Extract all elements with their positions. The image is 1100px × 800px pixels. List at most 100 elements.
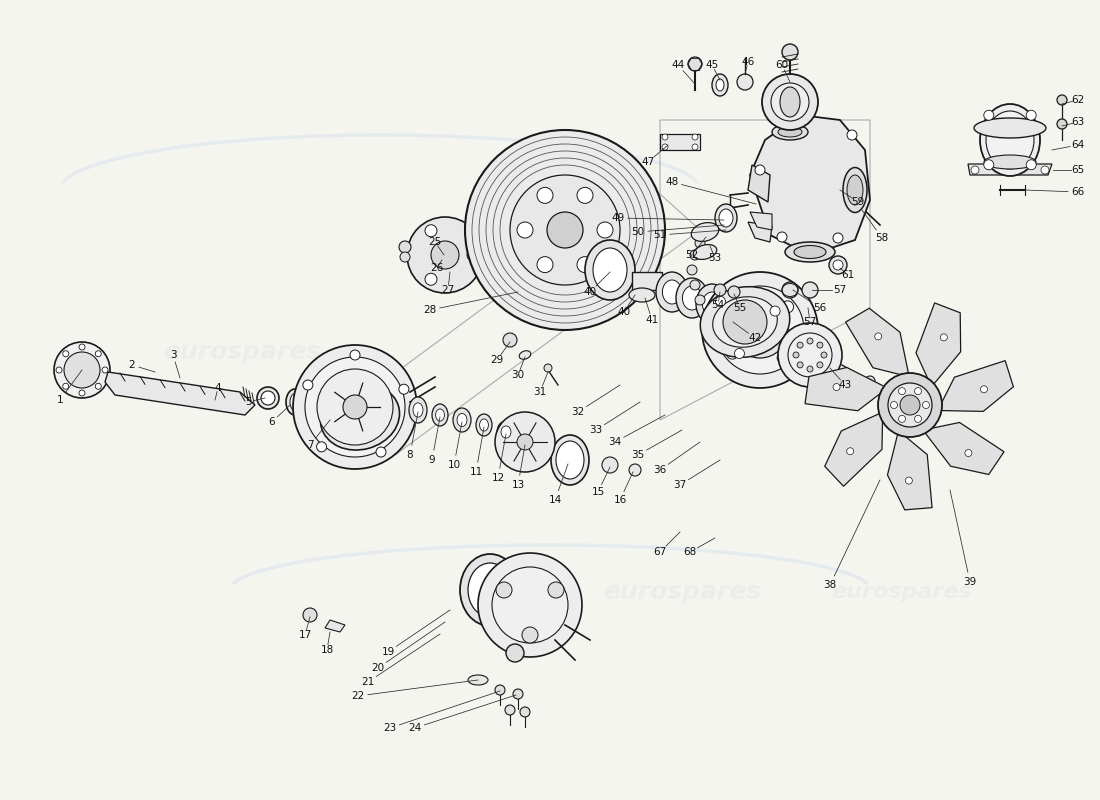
Circle shape xyxy=(602,457,618,473)
Circle shape xyxy=(317,442,327,452)
Circle shape xyxy=(771,83,808,121)
Ellipse shape xyxy=(593,248,627,292)
Ellipse shape xyxy=(261,391,275,405)
Ellipse shape xyxy=(712,74,728,96)
Circle shape xyxy=(506,644,524,662)
Circle shape xyxy=(914,415,922,422)
Text: 57: 57 xyxy=(834,285,847,295)
Circle shape xyxy=(503,333,517,347)
Circle shape xyxy=(817,342,823,348)
Circle shape xyxy=(465,130,666,330)
Circle shape xyxy=(302,608,317,622)
Ellipse shape xyxy=(519,350,531,359)
Ellipse shape xyxy=(468,675,488,685)
Circle shape xyxy=(54,342,110,398)
Bar xyxy=(632,272,662,290)
Circle shape xyxy=(688,57,702,71)
Text: 12: 12 xyxy=(492,473,505,483)
Ellipse shape xyxy=(713,297,778,347)
Polygon shape xyxy=(825,414,882,486)
Circle shape xyxy=(522,627,538,643)
Ellipse shape xyxy=(701,286,790,358)
Text: 49: 49 xyxy=(612,213,625,223)
Text: 47: 47 xyxy=(641,157,654,167)
Ellipse shape xyxy=(716,79,724,91)
Circle shape xyxy=(302,380,312,390)
Text: 43: 43 xyxy=(838,380,851,390)
Circle shape xyxy=(468,249,478,261)
Text: 22: 22 xyxy=(351,691,364,701)
Circle shape xyxy=(778,323,842,387)
Circle shape xyxy=(833,233,843,243)
Text: 54: 54 xyxy=(712,300,725,310)
Circle shape xyxy=(407,217,483,293)
Circle shape xyxy=(833,383,840,390)
Text: 53: 53 xyxy=(708,253,722,263)
Circle shape xyxy=(798,362,803,368)
Text: 67: 67 xyxy=(653,547,667,557)
Text: 33: 33 xyxy=(590,425,603,435)
Ellipse shape xyxy=(412,403,422,417)
Ellipse shape xyxy=(719,209,733,227)
Text: 4: 4 xyxy=(214,383,221,393)
Circle shape xyxy=(350,350,360,360)
Circle shape xyxy=(510,175,620,285)
Circle shape xyxy=(688,265,697,275)
Circle shape xyxy=(505,705,515,715)
Text: 16: 16 xyxy=(614,495,627,505)
Circle shape xyxy=(782,282,797,298)
Circle shape xyxy=(793,352,799,358)
Circle shape xyxy=(400,252,410,262)
Circle shape xyxy=(971,166,979,174)
Ellipse shape xyxy=(257,387,279,409)
Ellipse shape xyxy=(320,384,399,450)
Text: 1: 1 xyxy=(57,395,64,405)
Text: eurospares: eurospares xyxy=(163,340,321,364)
Circle shape xyxy=(1026,110,1036,120)
Circle shape xyxy=(817,362,823,368)
Circle shape xyxy=(715,297,726,306)
Ellipse shape xyxy=(500,426,510,438)
Text: 35: 35 xyxy=(631,450,645,460)
Text: eurospares: eurospares xyxy=(603,580,761,604)
Ellipse shape xyxy=(843,167,867,213)
Circle shape xyxy=(802,282,818,298)
Ellipse shape xyxy=(480,419,488,431)
Ellipse shape xyxy=(974,118,1046,138)
Circle shape xyxy=(874,333,882,340)
Text: 64: 64 xyxy=(1071,140,1085,150)
Text: 5: 5 xyxy=(244,397,251,407)
Polygon shape xyxy=(750,212,772,230)
Text: 17: 17 xyxy=(298,630,311,640)
Text: 25: 25 xyxy=(428,237,441,247)
Polygon shape xyxy=(846,308,909,374)
Circle shape xyxy=(690,280,700,290)
Circle shape xyxy=(513,689,522,699)
Circle shape xyxy=(376,447,386,457)
Text: 3: 3 xyxy=(169,350,176,360)
Polygon shape xyxy=(748,222,772,242)
Text: 18: 18 xyxy=(320,645,333,655)
Circle shape xyxy=(597,222,613,238)
Circle shape xyxy=(829,256,847,274)
Text: 37: 37 xyxy=(673,480,686,490)
Ellipse shape xyxy=(662,280,682,304)
Circle shape xyxy=(662,144,668,150)
Circle shape xyxy=(847,448,854,454)
Text: 66: 66 xyxy=(1071,187,1085,197)
Circle shape xyxy=(905,477,912,484)
Circle shape xyxy=(517,222,534,238)
Ellipse shape xyxy=(772,124,808,140)
Circle shape xyxy=(762,74,818,130)
Circle shape xyxy=(79,390,85,396)
Circle shape xyxy=(425,225,437,237)
Circle shape xyxy=(940,334,947,341)
Text: 32: 32 xyxy=(571,407,584,417)
Circle shape xyxy=(888,383,932,427)
Polygon shape xyxy=(104,372,255,415)
Ellipse shape xyxy=(656,272,688,312)
Text: 57: 57 xyxy=(803,317,816,327)
Circle shape xyxy=(293,345,417,469)
Text: 30: 30 xyxy=(512,370,525,380)
Ellipse shape xyxy=(703,292,722,316)
